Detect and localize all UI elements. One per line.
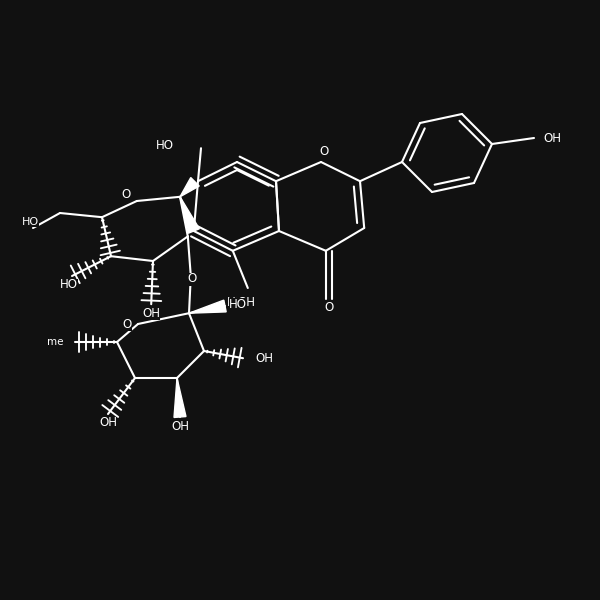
Text: HO: HO xyxy=(227,296,245,310)
Polygon shape xyxy=(189,300,226,313)
Text: OH: OH xyxy=(99,416,117,430)
Text: HO: HO xyxy=(229,298,247,311)
Text: OH: OH xyxy=(142,307,160,320)
Text: HO: HO xyxy=(60,278,78,292)
Text: OH: OH xyxy=(255,352,273,365)
Text: O: O xyxy=(319,145,329,158)
Text: OH: OH xyxy=(171,419,189,433)
Text: me: me xyxy=(47,337,63,347)
Text: HO: HO xyxy=(156,139,174,152)
Polygon shape xyxy=(174,378,186,418)
Text: O: O xyxy=(324,301,334,314)
Text: O: O xyxy=(121,188,131,202)
Text: HO: HO xyxy=(22,217,38,227)
Text: OH: OH xyxy=(237,296,255,310)
Text: O: O xyxy=(122,317,132,331)
Text: O: O xyxy=(187,272,197,286)
Polygon shape xyxy=(180,178,199,197)
Polygon shape xyxy=(180,197,199,233)
Text: OH: OH xyxy=(543,131,561,145)
